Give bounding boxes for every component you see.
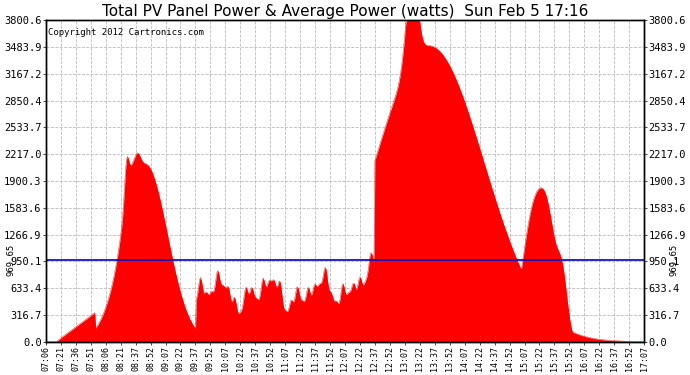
- Text: 969.65: 969.65: [669, 243, 678, 276]
- Title: Total PV Panel Power & Average Power (watts)  Sun Feb 5 17:16: Total PV Panel Power & Average Power (wa…: [102, 4, 588, 19]
- Text: Copyright 2012 Cartronics.com: Copyright 2012 Cartronics.com: [48, 28, 204, 38]
- Text: 969.65: 969.65: [6, 243, 15, 276]
